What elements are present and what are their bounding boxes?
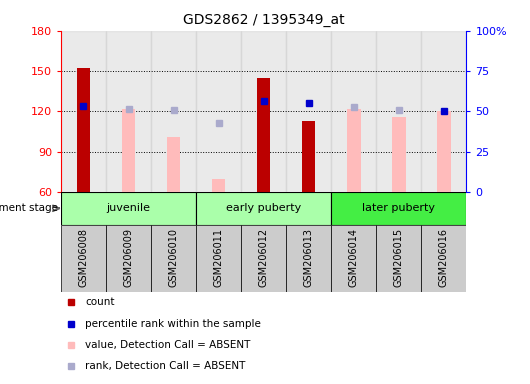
Bar: [196, 225, 241, 292]
Bar: [61, 225, 106, 292]
Bar: [286, 31, 331, 192]
Text: percentile rank within the sample: percentile rank within the sample: [85, 318, 261, 329]
Bar: [241, 225, 286, 292]
Text: GSM206014: GSM206014: [349, 228, 359, 287]
Bar: [196, 192, 331, 225]
Bar: [376, 225, 421, 292]
Bar: [347, 109, 360, 192]
Bar: [331, 31, 376, 192]
Text: early puberty: early puberty: [226, 203, 301, 214]
Bar: [437, 111, 450, 192]
Text: GSM206016: GSM206016: [439, 228, 449, 287]
Text: development stage: development stage: [0, 203, 58, 214]
Text: rank, Detection Call = ABSENT: rank, Detection Call = ABSENT: [85, 361, 245, 371]
Bar: [257, 78, 270, 192]
Bar: [122, 109, 135, 192]
Bar: [392, 117, 405, 192]
Bar: [196, 31, 241, 192]
Bar: [61, 31, 106, 192]
Bar: [151, 225, 196, 292]
Text: later puberty: later puberty: [363, 203, 435, 214]
Text: juvenile: juvenile: [107, 203, 151, 214]
Text: value, Detection Call = ABSENT: value, Detection Call = ABSENT: [85, 339, 251, 350]
Bar: [421, 31, 466, 192]
Bar: [61, 192, 196, 225]
Bar: [376, 31, 421, 192]
Text: GSM206015: GSM206015: [394, 228, 404, 287]
Bar: [106, 225, 151, 292]
Bar: [331, 192, 466, 225]
Bar: [151, 31, 196, 192]
Text: GSM206010: GSM206010: [169, 228, 179, 287]
Bar: [421, 225, 466, 292]
Text: count: count: [85, 297, 115, 308]
Bar: [437, 113, 450, 192]
Bar: [77, 68, 90, 192]
Bar: [241, 31, 286, 192]
Bar: [106, 31, 151, 192]
Title: GDS2862 / 1395349_at: GDS2862 / 1395349_at: [183, 13, 344, 27]
Text: GSM206012: GSM206012: [259, 228, 269, 287]
Text: GSM206011: GSM206011: [214, 228, 224, 287]
Text: GSM206009: GSM206009: [123, 228, 134, 287]
Text: GSM206013: GSM206013: [304, 228, 314, 287]
Bar: [212, 179, 225, 192]
Text: GSM206008: GSM206008: [78, 228, 89, 287]
Bar: [331, 225, 376, 292]
Bar: [167, 137, 180, 192]
Bar: [302, 121, 315, 192]
Bar: [286, 225, 331, 292]
